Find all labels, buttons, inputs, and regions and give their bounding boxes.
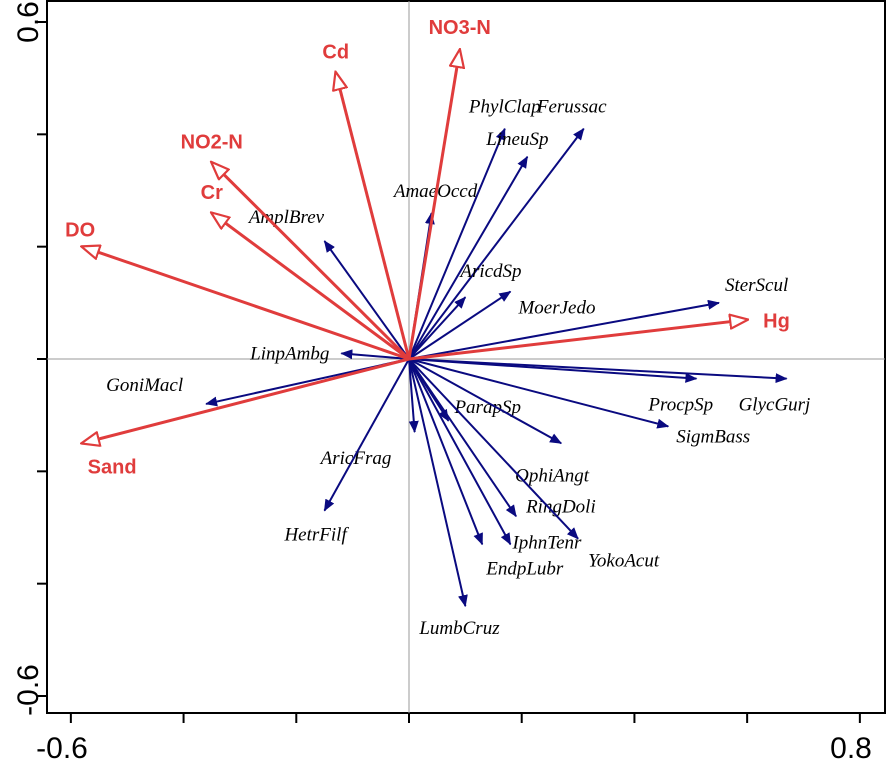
species-label-sigmbass: SigmBass	[676, 426, 750, 447]
species-arrow-ophiangt: OphiAngt	[408, 358, 590, 486]
species-arrow-sigmbass: SigmBass	[408, 358, 750, 447]
env-label-no3-n: NO3-N	[429, 17, 491, 39]
env-arrow-cr: Cr	[201, 182, 410, 361]
env-label-cd: Cd	[322, 42, 349, 64]
plot-frame	[46, 0, 886, 714]
species-vector	[408, 358, 670, 429]
species-label-iphntenr: IphnTenr	[511, 532, 582, 553]
species-arrow-lineusp: LineuSp	[408, 129, 548, 360]
species-arrow-aricfrag: AricFrag	[319, 358, 419, 469]
x-tick-label-min: -0.6	[36, 732, 88, 765]
species-label-moerjedo: MoerJedo	[517, 298, 595, 319]
env-vector	[212, 213, 410, 361]
species-label-amplbrev: AmplBrev	[247, 207, 325, 228]
species-vector	[408, 358, 419, 434]
species-label-aricdsp: AricdSp	[458, 261, 521, 282]
x-axis-ticks	[69, 713, 861, 723]
env-vector	[212, 162, 411, 361]
species-label-procpsp: ProcpSp	[647, 395, 713, 416]
env-label-sand: Sand	[88, 456, 137, 478]
species-vector	[408, 358, 563, 445]
species-vector	[408, 358, 512, 546]
species-label-lineusp: LineuSp	[485, 129, 548, 150]
env-arrow-do: DO	[65, 220, 410, 361]
species-vector	[323, 358, 410, 512]
species-arrow-endplubr: EndpLubr	[408, 358, 564, 579]
env-vector	[82, 357, 410, 443]
env-arrow-sand: Sand	[82, 357, 410, 478]
species-arrow-amplbrev: AmplBrev	[247, 207, 410, 360]
env-label-hg: Hg	[763, 311, 790, 333]
species-vector	[408, 358, 517, 518]
species-vector	[408, 358, 579, 540]
species-arrows: PhylClap LineuSp Ferussac AmaeOccd AmplBrev A…	[106, 97, 810, 639]
species-vector	[408, 127, 585, 360]
env-vector	[82, 247, 410, 361]
species-arrow-aricdsp: AricdSp	[408, 261, 522, 360]
env-arrow-no3-n: NO3-N	[407, 17, 491, 360]
species-arrow-ferussac: Ferussac	[408, 97, 607, 360]
env-label-cr: Cr	[201, 182, 223, 204]
species-label-phylclap: PhylClap	[468, 97, 541, 118]
x-tick-label-max: 0.8	[830, 732, 872, 765]
species-arrow-lumbcruz: LumbCruz	[408, 358, 500, 639]
y-tick-label-max: 0.6	[12, 1, 45, 43]
species-label-ophiangt: OphiAngt	[515, 465, 590, 486]
env-vector	[336, 73, 411, 360]
species-label-sterscul: SterScul	[725, 275, 788, 296]
species-arrow-iphntenr: IphnTenr	[408, 358, 582, 553]
env-label-no2-n: NO2-N	[181, 131, 243, 153]
species-label-hetrfilf: HetrFilf	[283, 525, 349, 546]
environment-arrows: Cd NO3-N NO2-N Cr DO Hg Sand	[65, 17, 790, 478]
species-arrow-moerjedo: MoerJedo	[408, 290, 595, 360]
env-vector	[408, 320, 747, 361]
species-vector	[408, 290, 512, 360]
env-arrow-cd: Cd	[322, 42, 411, 360]
species-label-amaeoccd: AmaeOccd	[392, 181, 478, 202]
species-arrow-linpambg: LinpAmbg	[249, 343, 410, 364]
species-vector	[408, 358, 484, 546]
env-arrow-no2-n: NO2-N	[181, 131, 411, 361]
species-label-endplubr: EndpLubr	[485, 558, 564, 579]
species-label-gonimacl: GoniMacl	[106, 375, 183, 396]
species-arrow-phylclap: PhylClap	[408, 97, 541, 360]
y-tick-label-min: -0.6	[12, 664, 45, 716]
species-label-lumbcruz: LumbCruz	[418, 618, 500, 639]
species-label-linpambg: LinpAmbg	[249, 343, 329, 364]
species-vector	[340, 349, 410, 360]
species-arrow-glycgurj: GlycGurj	[408, 358, 811, 416]
species-vector	[408, 358, 788, 384]
species-vector	[408, 358, 468, 608]
species-vector	[408, 155, 529, 360]
species-arrow-sterscul: SterScul	[408, 275, 788, 360]
species-label-aricfrag: AricFrag	[319, 448, 392, 469]
species-vector	[408, 296, 467, 360]
env-vector	[407, 50, 460, 360]
species-arrow-yokoacut: YokoAcut	[408, 358, 660, 572]
species-vector	[408, 127, 506, 360]
y-axis-ticks	[37, 21, 47, 697]
species-label-glycgurj: GlycGurj	[739, 395, 811, 416]
species-label-ringdoli: RingDoli	[525, 496, 596, 517]
species-arrow-hetrfilf: HetrFilf	[283, 358, 410, 546]
species-vector	[323, 240, 410, 360]
species-vector	[408, 299, 720, 360]
env-arrow-hg: Hg	[408, 311, 790, 361]
species-label-ferussac: Ferussac	[536, 97, 607, 118]
species-label-yokoacut: YokoAcut	[588, 551, 660, 572]
env-label-do: DO	[65, 220, 95, 242]
